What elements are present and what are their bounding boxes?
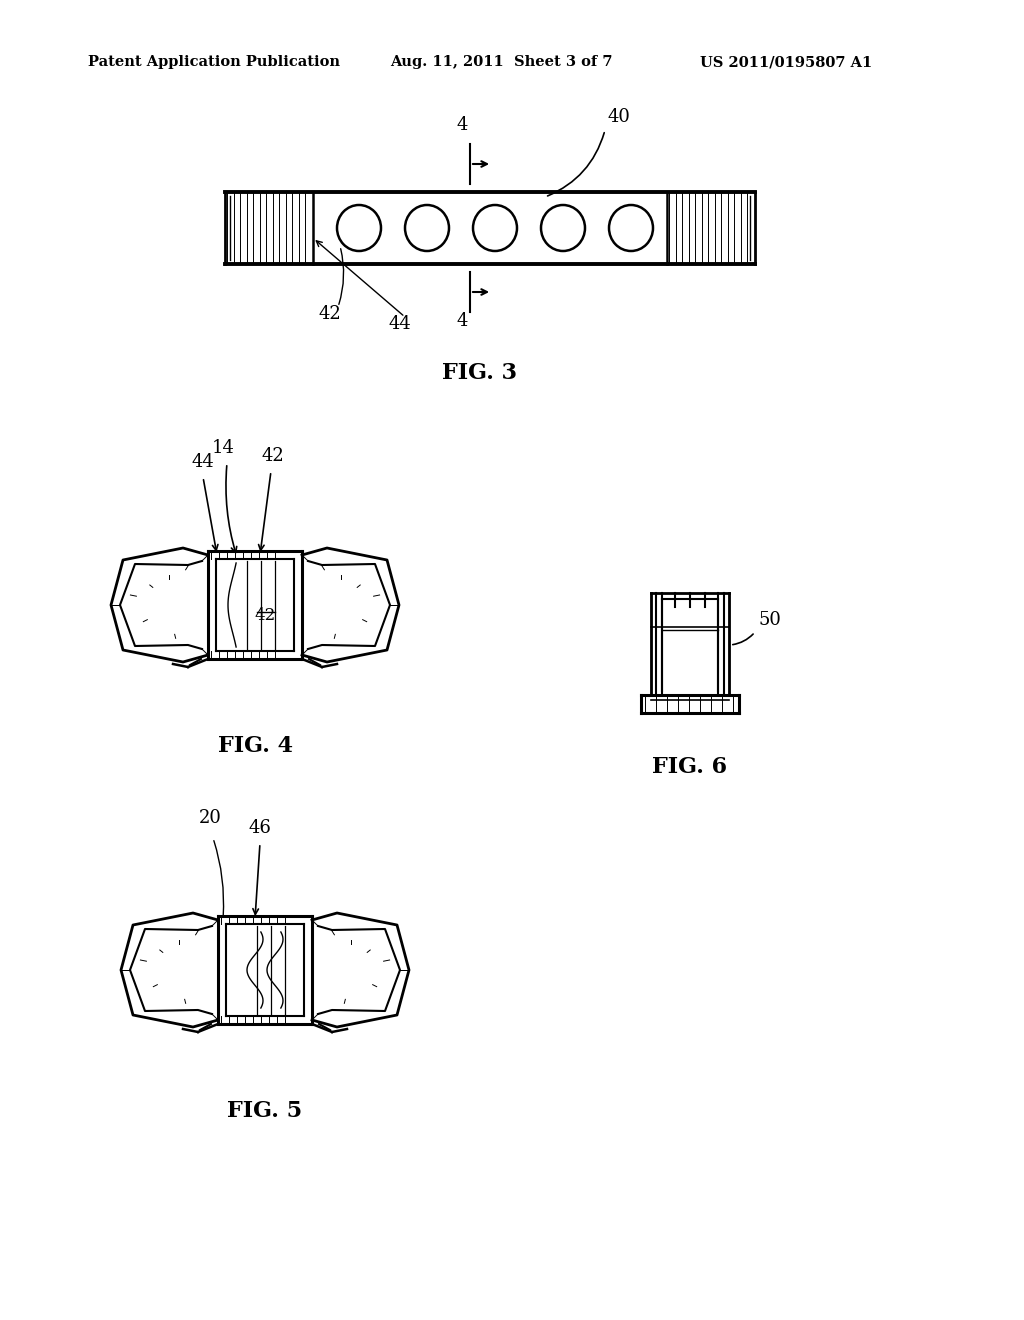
Text: 46: 46 [249, 818, 271, 837]
Text: 50: 50 [758, 611, 781, 630]
Text: 42: 42 [254, 607, 275, 624]
Text: Patent Application Publication: Patent Application Publication [88, 55, 340, 69]
Text: 44: 44 [191, 453, 214, 471]
Text: 14: 14 [212, 440, 234, 457]
Text: 4: 4 [457, 116, 468, 135]
Ellipse shape [406, 205, 449, 251]
Text: 42: 42 [261, 447, 285, 465]
Text: 44: 44 [389, 315, 412, 333]
Ellipse shape [609, 205, 653, 251]
Text: FIG. 5: FIG. 5 [227, 1100, 302, 1122]
Text: FIG. 4: FIG. 4 [217, 735, 293, 756]
Ellipse shape [337, 205, 381, 251]
Text: 40: 40 [608, 108, 631, 125]
Text: 20: 20 [199, 809, 221, 828]
Text: 4: 4 [457, 312, 468, 330]
Bar [225, 191, 755, 264]
Text: FIG. 6: FIG. 6 [652, 756, 728, 777]
Ellipse shape [473, 205, 517, 251]
Text: 42: 42 [318, 305, 341, 323]
Text: Aug. 11, 2011  Sheet 3 of 7: Aug. 11, 2011 Sheet 3 of 7 [390, 55, 612, 69]
Ellipse shape [541, 205, 585, 251]
Text: FIG. 3: FIG. 3 [442, 362, 517, 384]
Text: US 2011/0195807 A1: US 2011/0195807 A1 [700, 55, 872, 69]
